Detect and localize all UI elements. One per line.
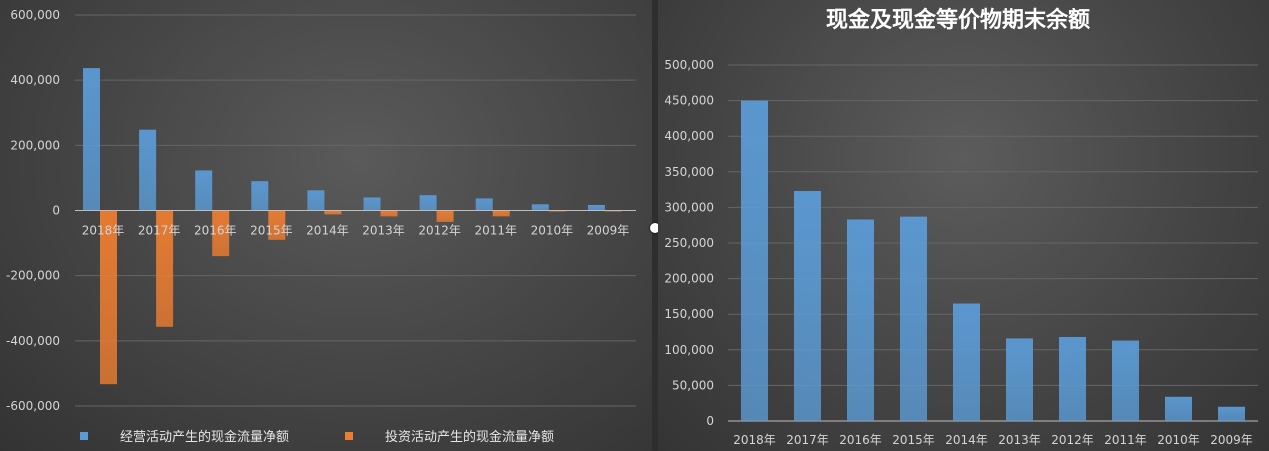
legend-label: 经营活动产生的现金流量净额	[120, 429, 289, 445]
resize-handle[interactable]	[650, 223, 660, 233]
chart-title: 现金及现金等价物期末余额	[826, 7, 1090, 33]
investing-bar	[100, 210, 117, 385]
x-tick-label: 2011年	[1104, 433, 1147, 447]
x-tick-label: 2016年	[194, 224, 237, 238]
investing-bar	[156, 210, 174, 327]
operating-bar	[587, 204, 605, 211]
x-tick-label: 2012年	[1051, 433, 1094, 447]
y-tick-label: 150,000	[664, 307, 714, 321]
x-tick-label: 2014年	[306, 224, 349, 238]
y-tick-label: 500,000	[664, 58, 714, 72]
x-tick-label: 2011年	[474, 224, 517, 238]
x-tick-label: 2017年	[786, 433, 829, 447]
x-tick-label: 2009年	[1210, 433, 1253, 447]
investing-bar	[492, 210, 510, 217]
legend-label: 投资活动产生的现金流量净额	[385, 429, 554, 445]
balance-bar	[900, 216, 927, 421]
y-tick-label: 50,000	[672, 378, 714, 392]
operating-bar	[307, 190, 325, 211]
balance-bar	[794, 191, 821, 421]
investing-bar	[436, 210, 454, 222]
y-tick-label: 0	[706, 414, 714, 428]
x-tick-label: 2018年	[82, 224, 125, 238]
x-tick-label: 2016年	[839, 433, 882, 447]
operating-bar	[195, 170, 213, 211]
operating-bar	[363, 197, 381, 211]
y-tick-label: 350,000	[664, 165, 714, 179]
x-tick-label: 2014年	[945, 433, 988, 447]
operating-bar	[419, 195, 437, 211]
y-tick-label: 450,000	[664, 94, 714, 108]
operating-bar	[139, 129, 157, 211]
balance-bar	[1218, 406, 1245, 421]
balance-bar	[847, 219, 874, 421]
investing-bar	[268, 210, 286, 240]
x-tick-label: 2015年	[892, 433, 935, 447]
balance-bar	[1165, 396, 1192, 421]
x-tick-label: 2012年	[418, 224, 461, 238]
x-tick-label: 2010年	[531, 224, 574, 238]
x-tick-label: 2010年	[1157, 433, 1200, 447]
operating-bar	[83, 68, 100, 211]
balance-bar	[741, 100, 768, 421]
cash-balance-chart: 现金及现金等价物期末余额 500,000 450,000 400,000 350,000…	[664, 7, 1258, 447]
investing-bar	[324, 210, 342, 215]
operating-bar	[251, 181, 269, 211]
x-tick-label: 2018年	[733, 433, 776, 447]
x-tick-label: 2013年	[998, 433, 1041, 447]
y-tick-label: 0	[52, 204, 60, 218]
y-tick-label: -200,000	[6, 269, 60, 283]
balance-bar	[1059, 336, 1086, 421]
x-tick-label: 2009年	[587, 224, 630, 238]
x-tick-label: 2013年	[362, 224, 405, 238]
investing-bar	[380, 210, 398, 217]
y-tick-label: 400,000	[664, 129, 714, 143]
balance-bar	[1112, 340, 1139, 421]
y-tick-label: 250,000	[664, 236, 714, 250]
y-tick-label: 400,000	[10, 73, 60, 87]
y-tick-label: 600,000	[10, 8, 60, 22]
operating-bar	[531, 204, 549, 211]
y-tick-label: 100,000	[664, 343, 714, 357]
operating-bar	[475, 198, 493, 211]
x-tick-label: 2017年	[138, 224, 181, 238]
cashflow-chart: 600,000 400,000 200,000 0 -200,000 -400,000 -6…	[6, 8, 636, 445]
balance-bar	[953, 303, 980, 421]
y-tick-label: 200,000	[664, 272, 714, 286]
legend-swatch	[345, 432, 353, 440]
balance-bar	[1006, 338, 1033, 421]
x-tick-label: 2015年	[250, 224, 293, 238]
y-tick-label: 300,000	[664, 200, 714, 214]
legend-swatch	[80, 432, 88, 440]
y-tick-label: 200,000	[10, 138, 60, 152]
y-tick-label: -400,000	[6, 334, 60, 348]
investing-bar	[212, 210, 230, 257]
cash-balance-chart-panel: 现金及现金等价物期末余额 500,000 450,000 400,000 350,000…	[658, 0, 1269, 451]
cashflow-chart-panel: 600,000 400,000 200,000 0 -200,000 -400,000 -6…	[0, 0, 652, 451]
y-tick-label: -600,000	[6, 399, 60, 413]
